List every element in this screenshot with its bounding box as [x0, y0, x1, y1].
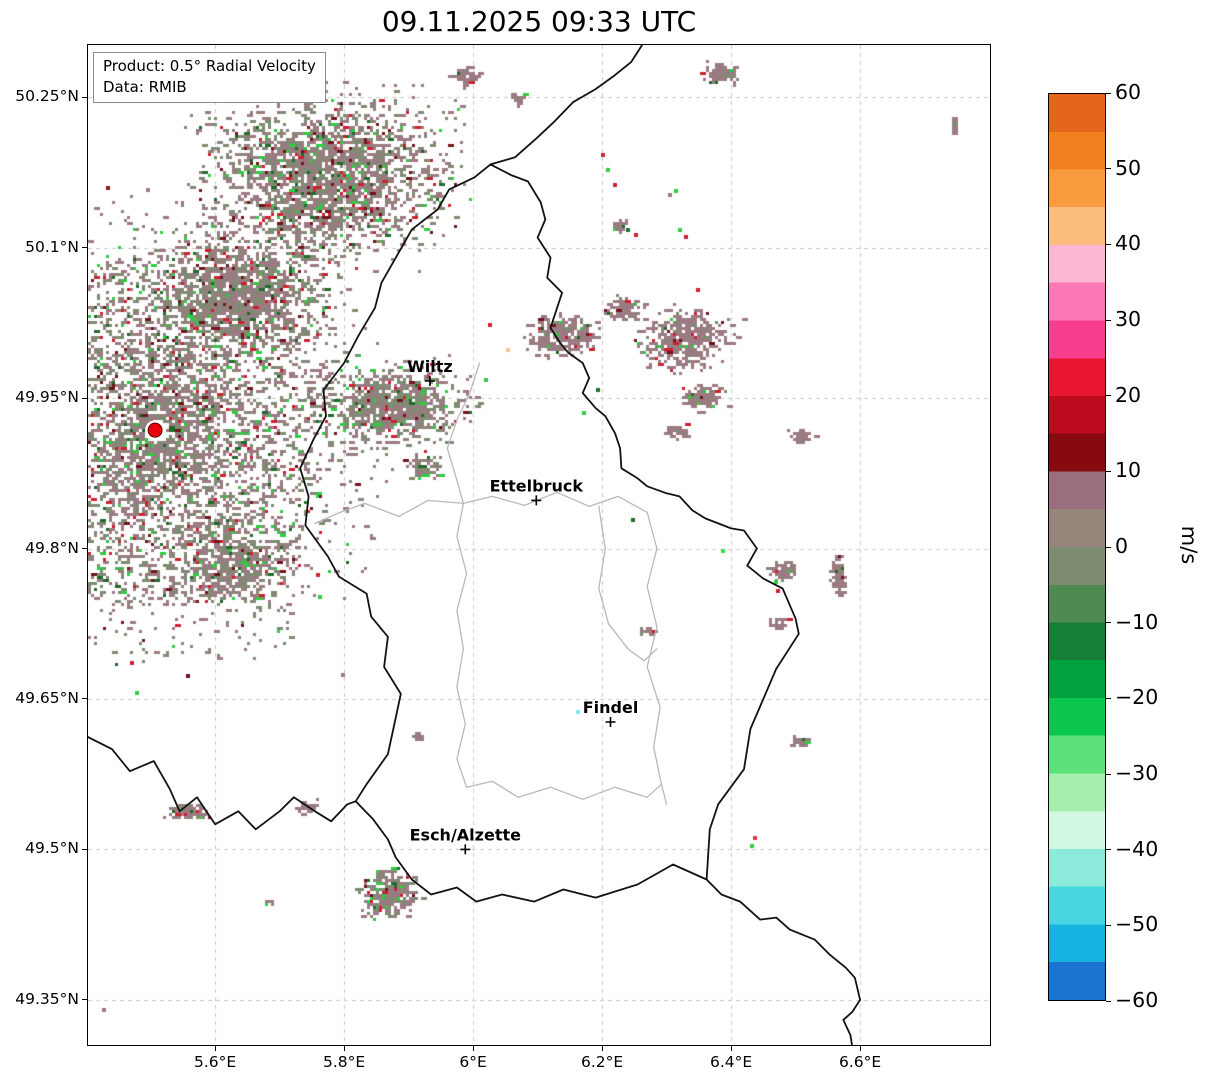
district-border-line: [646, 511, 668, 805]
colorbar-tick-label: −60: [1115, 988, 1159, 1012]
colorbar: [1048, 93, 1106, 1001]
colorbar-tick-mark: [1106, 243, 1111, 245]
colorbar-tick-mark: [1106, 92, 1111, 94]
colorbar-unit-label: m/s: [1177, 525, 1201, 565]
colorbar-tick-mark: [1106, 546, 1111, 548]
y-tick-label: 50.1°N: [25, 237, 79, 256]
y-tick-label: 49.8°N: [25, 538, 79, 557]
y-tick-label: 49.5°N: [25, 839, 79, 858]
radar-echo-layer: [88, 45, 990, 1045]
colorbar-tick-mark: [1106, 395, 1111, 397]
city-esch-alzette: Esch/Alzette: [410, 825, 522, 855]
city-ettelbruck: Ettelbruck: [490, 476, 584, 506]
district-border-line: [456, 362, 481, 421]
colorbar-tick-mark: [1106, 470, 1111, 472]
city-marker-icon: [424, 376, 435, 386]
colorbar-tick-mark: [1106, 773, 1111, 775]
x-tick-mark: [601, 1046, 603, 1051]
colorbar-tick-label: 20: [1115, 382, 1142, 407]
colorbar-tick-label: 30: [1115, 307, 1142, 331]
y-tick-mark: [82, 999, 87, 1001]
y-tick-label: 50.25°N: [15, 87, 79, 106]
district-border-line: [314, 499, 465, 525]
district-border-line: [446, 419, 468, 788]
city-marker-icon: [605, 717, 616, 727]
y-tick-label: 49.65°N: [15, 688, 79, 707]
colorbar-tick-mark: [1106, 924, 1111, 926]
x-tick-mark: [343, 1046, 345, 1051]
district-border-line: [598, 505, 658, 662]
map-plot-area: Wiltz Ettelbruck Findel Esch/Alzette Produc…: [87, 44, 991, 1046]
country-border-line: [705, 878, 861, 1045]
x-tick-label: 5.8°E: [322, 1053, 366, 1071]
x-tick-mark: [214, 1046, 216, 1051]
y-tick-mark: [82, 548, 87, 549]
colorbar-tick-mark: [1106, 168, 1111, 170]
colorbar-tick-mark: [1106, 1000, 1111, 1002]
city-wiltz: Wiltz: [407, 357, 453, 386]
y-tick-label: 49.35°N: [15, 989, 79, 1008]
x-tick-mark: [730, 1046, 732, 1051]
product-info-line: Product: 0.5° Radial Velocity: [103, 57, 316, 75]
colorbar-tick-label: 10: [1115, 458, 1142, 483]
country-border-line: [489, 45, 643, 166]
colorbar-tick-label: −30: [1115, 761, 1159, 785]
x-tick-label: 5.6°E: [193, 1053, 237, 1071]
colorbar-gradient: [1049, 94, 1105, 1000]
figure-title: 09.11.2025 09:33 UTC: [381, 5, 697, 38]
x-tick-mark: [859, 1046, 861, 1051]
country-border-line: [88, 736, 357, 831]
colorbar-tick-label: −10: [1115, 609, 1159, 634]
colorbar-tick-label: 40: [1115, 231, 1142, 256]
colorbar-tick-label: −40: [1115, 836, 1159, 861]
map-overlay: Wiltz Ettelbruck Findel Esch/Alzette: [88, 45, 861, 1045]
product-info-box: Product: 0.5° Radial Velocity Data: RMIB: [93, 52, 326, 103]
x-tick-label: 6°E: [459, 1053, 487, 1071]
colorbar-tick-mark: [1106, 319, 1111, 321]
y-tick-mark: [82, 848, 87, 850]
y-tick-mark: [82, 397, 87, 399]
y-tick-mark: [82, 96, 87, 98]
colorbar-tick-label: 60: [1115, 80, 1142, 104]
y-tick-label: 49.95°N: [15, 388, 79, 407]
x-tick-label: 6.2°E: [580, 1053, 624, 1071]
city-label: Findel: [583, 698, 639, 717]
y-tick-mark: [82, 247, 87, 249]
city-label: Ettelbruck: [490, 476, 584, 495]
x-tick-label: 6.4°E: [709, 1053, 753, 1071]
colorbar-tick-mark: [1106, 622, 1111, 624]
colorbar-tick-label: −20: [1115, 685, 1159, 710]
colorbar-tick-label: 0: [1115, 534, 1129, 558]
y-tick-mark: [82, 698, 87, 700]
data-source-line: Data: RMIB: [103, 78, 187, 96]
x-tick-label: 6.6°E: [838, 1053, 882, 1071]
district-border-line: [462, 491, 648, 514]
radar-site-marker: [147, 422, 163, 438]
colorbar-tick-label: −50: [1115, 912, 1159, 937]
city-marker-icon: [460, 844, 471, 855]
city-label: Esch/Alzette: [410, 825, 522, 844]
country-border-line: [299, 163, 800, 903]
district-border-line: [465, 780, 663, 800]
city-marker-icon: [531, 495, 542, 506]
x-tick-mark: [472, 1046, 474, 1051]
colorbar-tick-mark: [1106, 697, 1111, 699]
colorbar-tick-label: 50: [1115, 155, 1142, 180]
colorbar-tick-mark: [1106, 849, 1111, 851]
city-label: Wiltz: [407, 357, 453, 376]
city-findel: Findel: [583, 698, 639, 727]
